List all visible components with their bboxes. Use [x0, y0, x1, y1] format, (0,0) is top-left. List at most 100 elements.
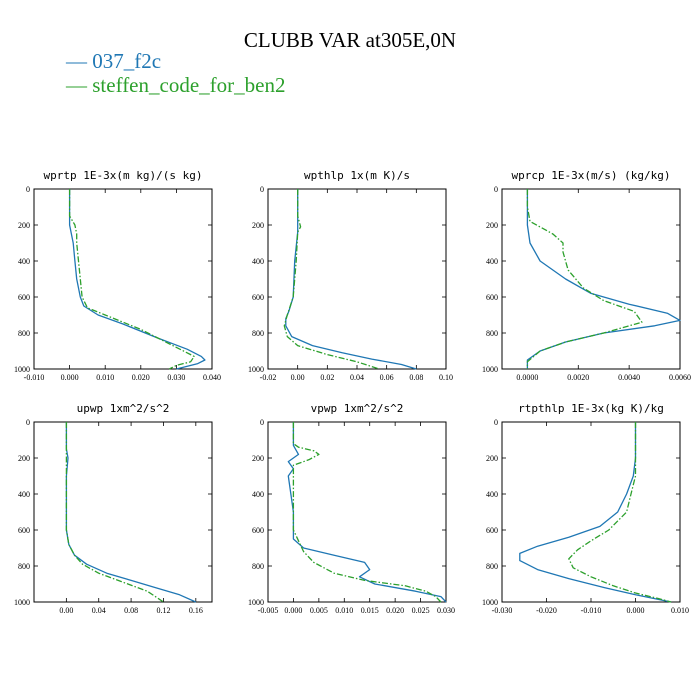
legend-dash-icon: — [66, 49, 93, 73]
y-tick-label: 200 [252, 454, 264, 463]
y-tick-label: 800 [18, 329, 30, 338]
panel-6: rtpthlp 1E-3x(kg K)/kg -0.030 -0.020 -0.010… [482, 402, 689, 615]
x-tick-label: 0.16 [189, 606, 203, 615]
x-tick-label: 0.030 [437, 606, 455, 615]
series-line-steffen-code-for-ben2 [292, 422, 442, 603]
series-line-steffen-code-for-ben2 [526, 189, 643, 369]
x-tick-label: 0.025 [412, 606, 430, 615]
series-line-037-f2c [287, 422, 447, 603]
x-tick-label: -0.02 [260, 373, 277, 382]
legend-dash-icon: — [66, 73, 93, 97]
y-tick-label: 600 [252, 526, 264, 535]
x-tick-label: -0.010 [581, 606, 602, 615]
plot-frame [267, 421, 447, 603]
y-tick-label: 400 [18, 257, 30, 266]
y-tick-label: 800 [252, 329, 264, 338]
x-tick-label: 0.08 [409, 373, 423, 382]
panel-5: vpwp 1xm^2/s^2 -0.005 0.000 0.005 0.010 0.015… [248, 402, 455, 615]
legend-label: steffen_code_for_ben2 [92, 73, 286, 97]
x-tick-label: 0.0040 [618, 373, 640, 382]
x-tick-label: 0.020 [386, 606, 404, 615]
x-tick-label: 0.00 [59, 606, 73, 615]
y-tick-label: 200 [486, 221, 498, 230]
series-line-steffen-code-for-ben2 [568, 422, 672, 603]
series-line-037-f2c [285, 189, 417, 370]
x-tick-label: -0.005 [258, 606, 279, 615]
y-tick-label: 0 [260, 185, 264, 194]
y-tick-label: 1000 [482, 598, 498, 607]
legend-entry-steffen: — steffen_code_for_ben2 [66, 73, 285, 97]
y-tick-label: 800 [486, 562, 498, 571]
y-tick-label: 0 [494, 418, 498, 427]
x-tick-label: 0.030 [167, 373, 185, 382]
x-tick-label: 0.12 [156, 606, 170, 615]
x-tick-label: 0.0000 [516, 373, 538, 382]
y-tick-label: 200 [252, 221, 264, 230]
series-line-037-f2c [519, 422, 672, 603]
x-tick-label: -0.020 [536, 606, 557, 615]
y-tick-label: 600 [18, 293, 30, 302]
legend: — 037_f2c — steffen_code_for_ben2 [66, 49, 285, 97]
panel-2: wpthlp 1x(m K)/s -0.02 0.00 0.02 0.04 0.06 0.0… [248, 169, 453, 382]
x-tick-label: 0.10 [439, 373, 453, 382]
x-tick-label: 0.040 [203, 373, 221, 382]
panel-1: wprtp 1E-3x(m kg)/(s kg) -0.010 0.000 0.010… [14, 169, 221, 382]
panel-title: wpthlp 1x(m K)/s [304, 169, 410, 182]
x-tick-label: 0.0060 [669, 373, 691, 382]
y-tick-label: 0 [260, 418, 264, 427]
y-tick-label: 0 [26, 418, 30, 427]
series-line-steffen-code-for-ben2 [68, 189, 195, 370]
y-tick-label: 400 [252, 257, 264, 266]
x-tick-label: -0.030 [492, 606, 513, 615]
y-tick-label: 0 [494, 185, 498, 194]
y-tick-label: 0 [26, 185, 30, 194]
y-tick-label: 800 [486, 329, 498, 338]
panel-title: wprtp 1E-3x(m kg)/(s kg) [44, 169, 203, 182]
panel-4: upwp 1xm^2/s^2 0.00 0.04 0.08 0.12 0.16 0 200 40… [14, 402, 213, 615]
y-tick-label: 600 [486, 526, 498, 535]
x-tick-label: 0.06 [380, 373, 394, 382]
y-tick-label: 200 [18, 221, 30, 230]
panel-title: vpwp 1xm^2/s^2 [311, 402, 404, 415]
legend-label: 037_f2c [92, 49, 162, 73]
y-tick-label: 200 [486, 454, 498, 463]
x-tick-label: 0.000 [61, 373, 79, 382]
x-tick-label: 0.005 [310, 606, 328, 615]
y-tick-label: 200 [18, 454, 30, 463]
y-tick-label: 600 [486, 293, 498, 302]
panel-3: wprcp 1E-3x(m/s) (kg/kg) 0.0000 0.0020 0.00… [482, 169, 691, 382]
plot-frame [33, 421, 213, 603]
x-tick-label: 0.04 [92, 606, 106, 615]
y-tick-label: 400 [486, 490, 498, 499]
x-tick-label: -0.010 [24, 373, 45, 382]
y-tick-label: 1000 [14, 365, 30, 374]
x-tick-label: 0.015 [361, 606, 379, 615]
x-tick-label: 0.000 [284, 606, 302, 615]
panel-title: wprcp 1E-3x(m/s) (kg/kg) [512, 169, 671, 182]
y-tick-label: 1000 [248, 598, 264, 607]
x-tick-label: 0.000 [627, 606, 645, 615]
x-tick-label: 0.00 [291, 373, 305, 382]
x-tick-label: 0.010 [335, 606, 353, 615]
y-tick-label: 600 [18, 526, 30, 535]
x-tick-label: 0.02 [320, 373, 334, 382]
plot-frame [501, 421, 681, 603]
panel-title: upwp 1xm^2/s^2 [77, 402, 170, 415]
y-tick-label: 400 [18, 490, 30, 499]
y-tick-label: 800 [252, 562, 264, 571]
series-line-037-f2c [68, 189, 206, 370]
series-line-steffen-code-for-ben2 [65, 422, 164, 603]
plot-frame [267, 188, 447, 370]
y-tick-label: 400 [486, 257, 498, 266]
plot-frame [501, 188, 681, 370]
figure-title: CLUBB VAR at305E,0N [243, 28, 457, 52]
y-tick-label: 600 [252, 293, 264, 302]
x-tick-label: 0.04 [350, 373, 364, 382]
legend-entry-037-f2c: — 037_f2c [66, 49, 285, 73]
y-tick-label: 1000 [14, 598, 30, 607]
y-tick-label: 1000 [482, 365, 498, 374]
x-tick-label: 0.010 [671, 606, 689, 615]
panel-title: rtpthlp 1E-3x(kg K)/kg [518, 402, 664, 415]
series-line-037-f2c [65, 422, 197, 603]
